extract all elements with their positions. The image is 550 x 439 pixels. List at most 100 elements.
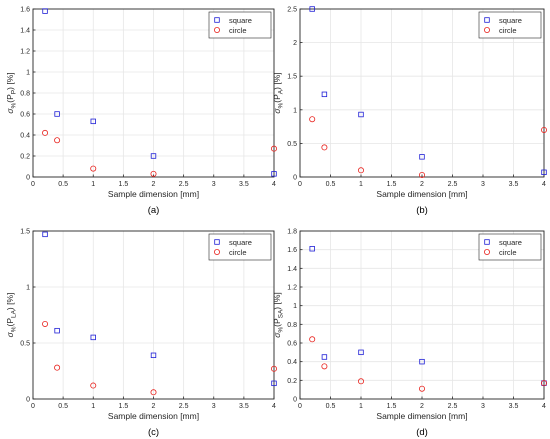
data-point-circle: [418, 171, 425, 178]
y-tick-label: 0.8: [20, 91, 30, 98]
x-tick-label: 2.5: [179, 181, 189, 188]
y-tick-label: 1.5: [20, 229, 30, 236]
data-point-square: [541, 169, 547, 175]
x-tick-label: 3: [212, 181, 216, 188]
y-axis-label-post: ) [%]: [5, 293, 15, 310]
y-axis-label-pre: σ: [5, 331, 15, 337]
y-axis-label-sub2: LA: [11, 309, 18, 318]
y-tick-label: 1.6: [20, 7, 30, 14]
x-tick-label: 0: [31, 181, 35, 188]
data-point-square: [309, 246, 315, 252]
y-axis-label-pre: σ: [272, 332, 282, 338]
x-axis-label: Sample dimension [mm]: [108, 411, 199, 421]
data-point-circle: [270, 145, 277, 152]
y-tick-label: 0.6: [287, 341, 297, 348]
x-tick-label: 2.5: [179, 403, 189, 410]
data-point-square: [271, 380, 277, 387]
legend-marker-square: [214, 17, 220, 23]
y-tick-label: 1.4: [20, 28, 30, 35]
legend-box: [208, 11, 272, 39]
x-tick-label: 1: [359, 403, 363, 410]
legend-marker-circle: [483, 26, 490, 33]
y-tick-label: 1: [293, 107, 297, 114]
data-point-square: [271, 171, 277, 177]
x-tick-label: 1: [359, 181, 363, 188]
y-tick-label: 1.5: [287, 74, 297, 81]
axes-frame: [32, 230, 275, 400]
x-tick-label: 2.5: [448, 403, 458, 410]
y-axis-label-pre: σ: [272, 108, 282, 114]
x-axis-label: Sample dimension [mm]: [376, 411, 467, 421]
legend-label-square: square: [499, 16, 522, 25]
data-point-circle: [90, 165, 97, 172]
data-point-square: [90, 118, 96, 125]
x-tick-label: 0.5: [326, 181, 336, 188]
panel-a: 0 0.5 1 1.5 2 2.5 3 3.5 4 0 0.2 0.4 0.6 0.8 1 1.2 1.4 1.6…: [5, 7, 277, 216]
x-tick-label: 1.5: [119, 181, 129, 188]
x-tick-label: 1.5: [119, 403, 129, 410]
data-point-circle: [541, 380, 548, 387]
y-axis-label-sub1: %: [278, 102, 285, 108]
x-tick-label: 3.5: [239, 403, 249, 410]
y-axis-label: σ%(PP) [%]: [5, 72, 18, 113]
legend-marker-circle: [213, 248, 220, 255]
y-tick-label: 0.4: [287, 359, 297, 366]
data-point-circle: [541, 126, 548, 133]
x-tick-label: 1: [91, 403, 95, 410]
legend-label-circle: circle: [229, 26, 247, 35]
axes-frame: [299, 230, 545, 400]
data-point-square: [54, 111, 60, 117]
x-tick-label: 2: [420, 403, 424, 410]
x-tick-label: 3.5: [509, 181, 519, 188]
y-tick-label: 0.5: [20, 341, 30, 348]
panel-label: (b): [416, 205, 428, 216]
data-point-square: [90, 334, 96, 341]
y-axis-label-post: ) [%]: [272, 292, 282, 309]
data-point-square: [42, 8, 48, 14]
data-point-square: [42, 231, 48, 238]
x-tick-label: 0.5: [58, 181, 68, 188]
x-tick-label: 3.5: [509, 403, 519, 410]
data-point-square: [321, 91, 328, 98]
data-point-circle: [357, 167, 364, 174]
y-tick-label: 2.5: [287, 7, 297, 14]
y-tick-label: 1: [26, 285, 30, 292]
data-point-circle: [309, 116, 316, 123]
data-point-square: [358, 349, 364, 356]
y-tick-label: 0: [26, 397, 30, 404]
y-axis-label-post: ) [%]: [272, 72, 282, 89]
x-tick-label: 0: [298, 181, 302, 188]
legend-label-square: square: [229, 16, 252, 25]
y-tick-label: 1.2: [20, 49, 30, 56]
legend-marker-circle: [483, 248, 490, 255]
y-tick-label: 1.6: [287, 247, 297, 254]
legend-box: [208, 233, 272, 261]
x-tick-label: 2: [152, 403, 156, 410]
y-axis-label: σ%(PSA) [%]: [272, 292, 285, 338]
y-tick-label: 0.2: [20, 154, 30, 161]
x-tick-label: 3: [481, 181, 485, 188]
y-axis-label-post: ) [%]: [5, 72, 15, 89]
y-axis-label-mid: (P: [5, 318, 15, 327]
data-point-circle: [90, 382, 97, 389]
data-point-square: [150, 153, 157, 159]
y-axis-label-mid: (P: [5, 94, 15, 103]
data-point-circle: [150, 389, 157, 396]
legend-marker-square: [214, 239, 220, 245]
data-point-circle: [42, 129, 49, 136]
x-tick-label: 0.5: [58, 403, 68, 410]
y-tick-label: 0.8: [287, 322, 297, 329]
data-point-square: [150, 352, 157, 359]
y-axis-label-sub1: %: [11, 326, 18, 332]
data-point-square: [358, 111, 364, 118]
data-point-circle: [270, 365, 277, 372]
x-axis-label: Sample dimension [mm]: [108, 189, 199, 199]
panel-d: 0 0.5 1 1.5 2 2.5 3 3.5 4 0 0.2 0.4 0.6 0.8 1 1.2 1.4 1.6…: [272, 229, 548, 438]
axes-frame: [32, 8, 275, 178]
x-tick-label: 4: [272, 403, 276, 410]
y-axis-label-sub2: SA: [278, 309, 285, 318]
x-tick-label: 4: [542, 181, 546, 188]
legend-label-circle: circle: [229, 248, 247, 257]
